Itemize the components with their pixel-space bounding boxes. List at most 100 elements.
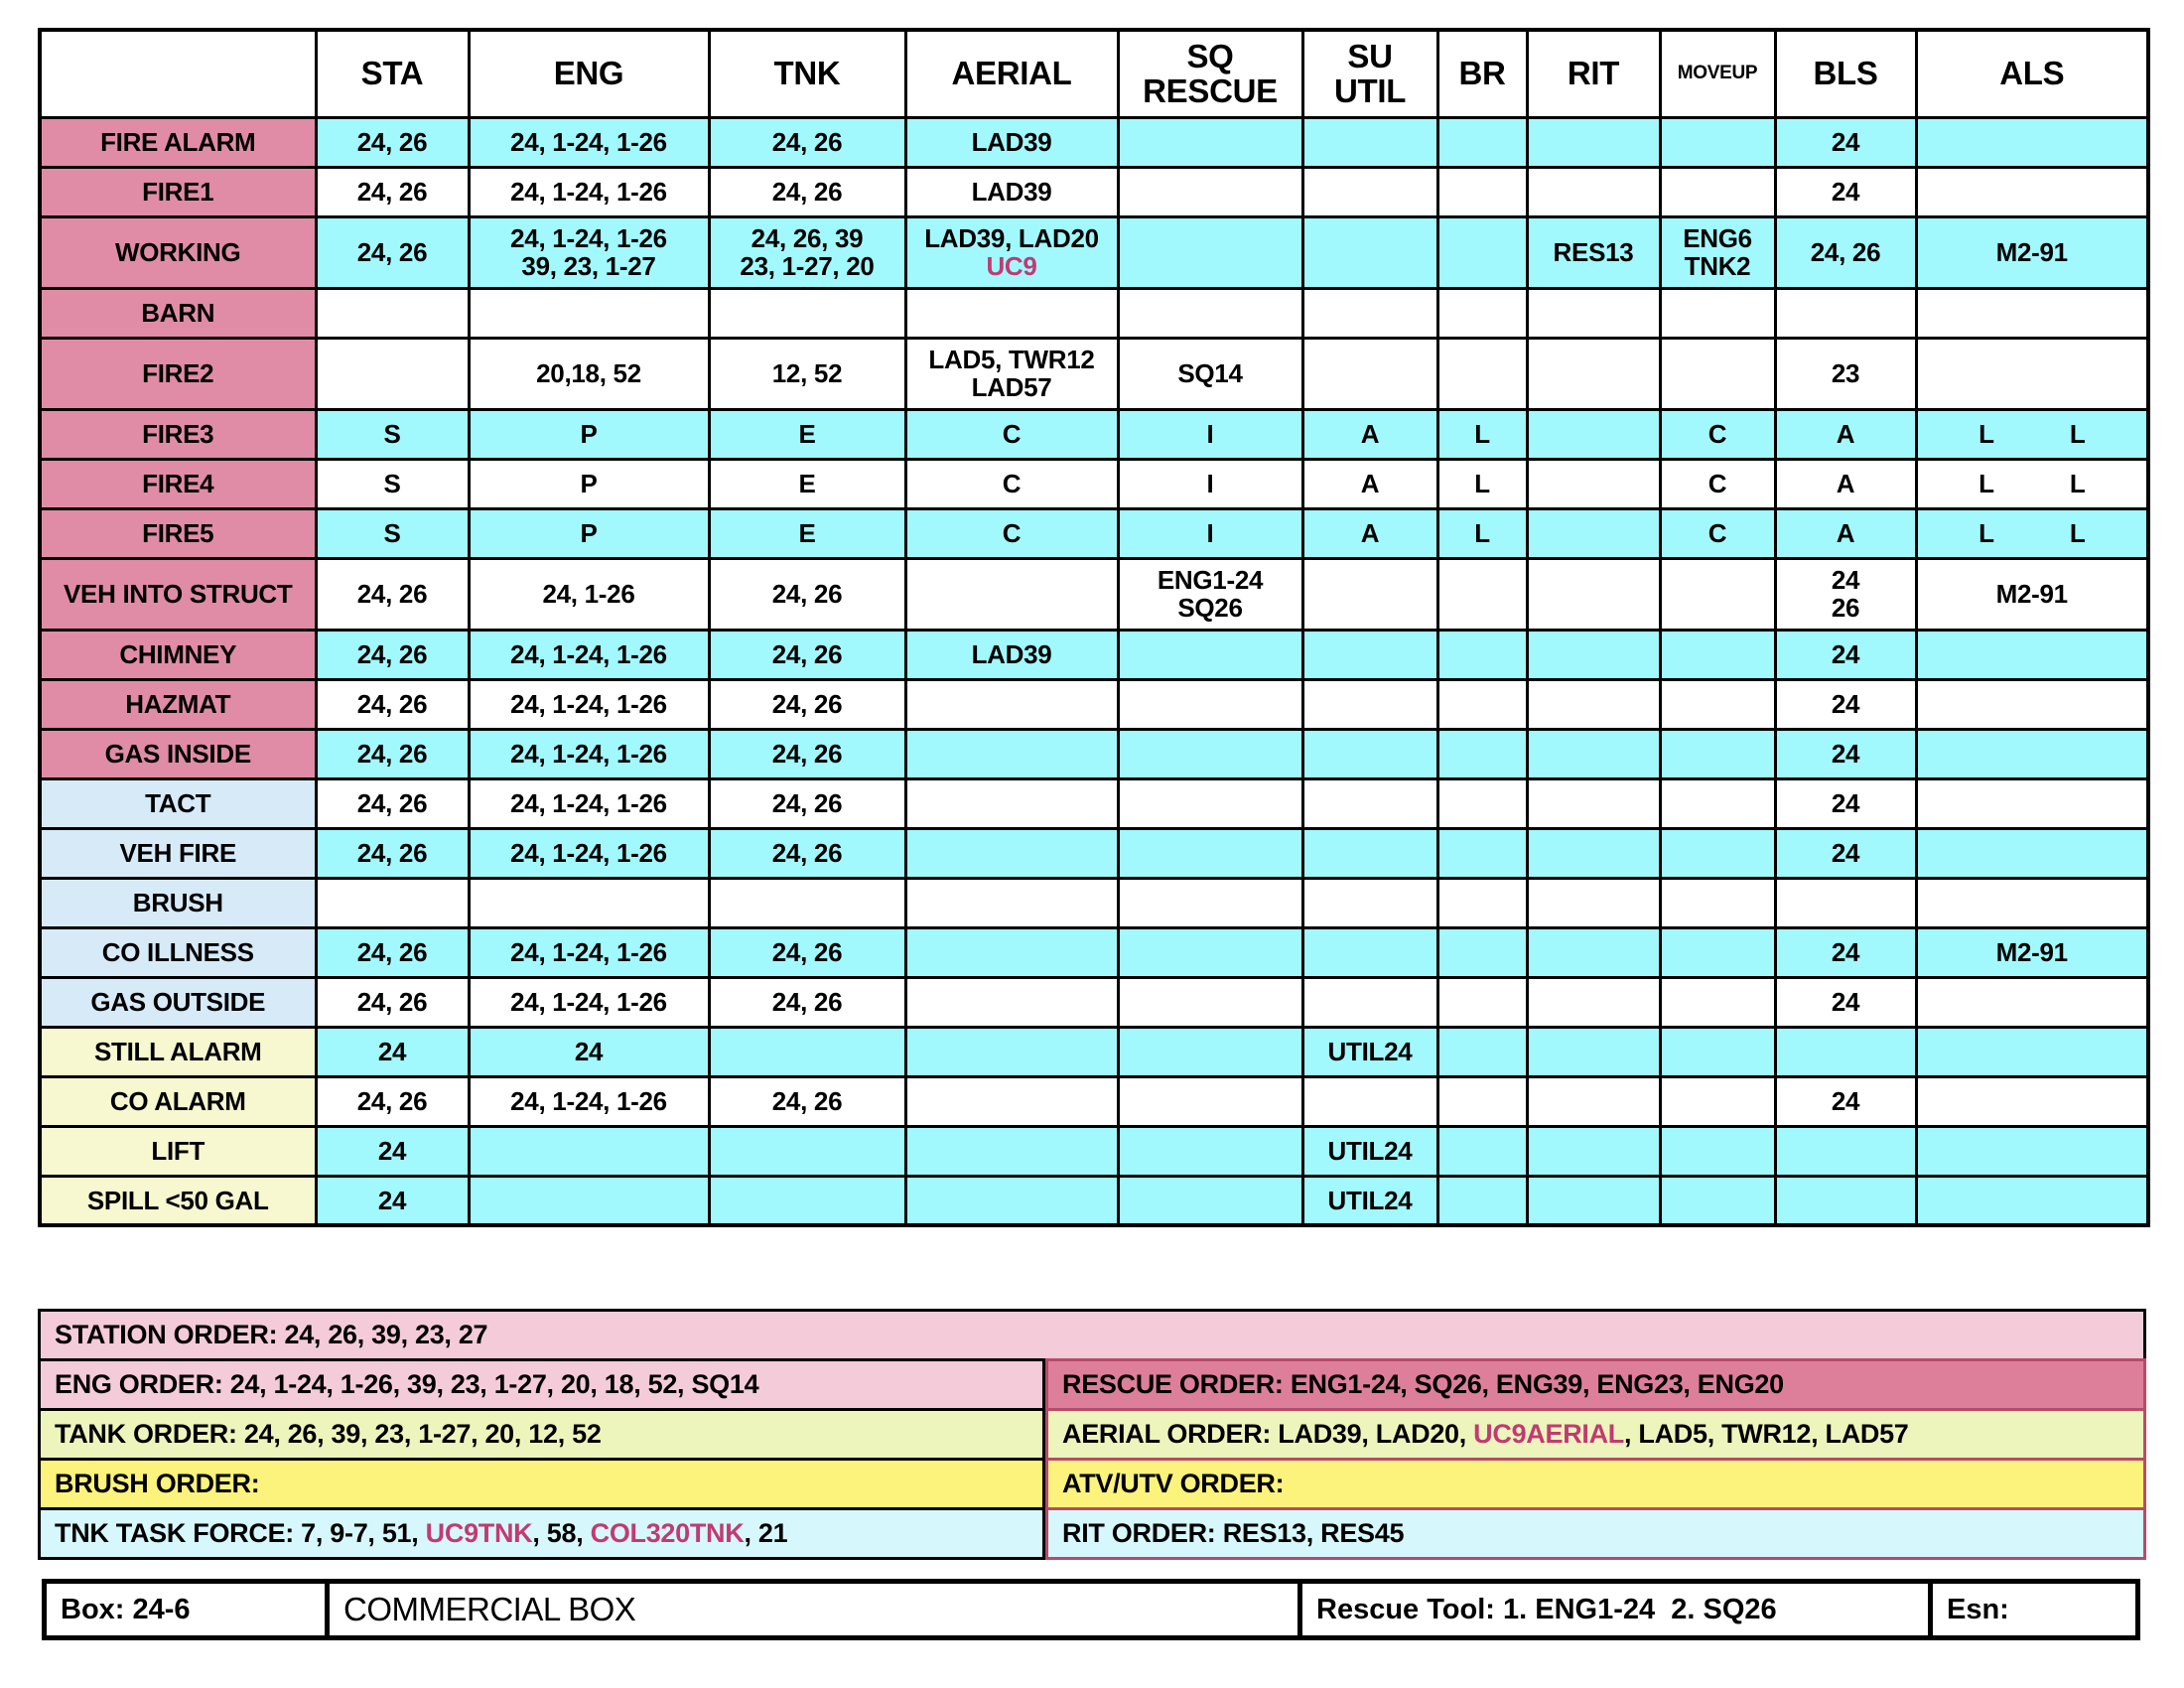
table-row-barn: BARN [38,286,2150,340]
table-row-fire3: FIRE3 S P E C I A L C A L L [38,407,2150,461]
cell-gas-inside-moveup [1658,727,1777,780]
cell-spill-50-gal-tnk [707,1174,907,1227]
cell-chimney-tnk: 24, 26 [707,628,907,681]
table-row-tact: TACT 24, 26 24, 1-24, 1-26 24, 26 24 [38,776,2150,830]
cell-veh-into-struct-rit [1525,556,1662,632]
cell-working-tnk: 24, 26, 39 23, 1-27, 20 [707,214,907,290]
cell-fire3-sta: S [314,407,471,461]
cell-still-alarm-sta: 24 [314,1025,471,1078]
cell-fire4-aerial: C [903,457,1120,510]
cell-barn-sta [314,286,471,340]
cell-gas-outside-tnk: 24, 26 [707,975,907,1029]
cell-working-als: M2-91 [1914,214,2150,290]
table-row-brush: BRUSH [38,876,2150,929]
cell-gas-outside-als [1914,975,2150,1029]
cell-fire1-bls: 24 [1773,165,1918,218]
cell-fire4-sq-rescue: I [1116,457,1304,510]
cell-brush-moveup [1658,876,1777,929]
cell-fire5-moveup: C [1658,506,1777,560]
cell-spill-50-gal-bls [1773,1174,1918,1227]
row-label-co-illness: CO ILLNESS [38,925,318,979]
cell-spill-50-gal-aerial [903,1174,1120,1227]
cell-fire4-su-util: A [1300,457,1439,510]
cell-lift-moveup [1658,1124,1777,1178]
cell-co-alarm-moveup [1658,1074,1777,1128]
cell-still-alarm-su-util: UTIL24 [1300,1025,1439,1078]
cell-veh-into-struct-su-util [1300,556,1439,632]
row-label-working: WORKING [38,214,318,290]
cell-chimney-bls: 24 [1773,628,1918,681]
cell-co-alarm-sta: 24, 26 [314,1074,471,1128]
table-row-fire1: FIRE1 24, 26 24, 1-24, 1-26 24, 26 LAD39 24 [38,165,2150,218]
cell-barn-als [1914,286,2150,340]
cell-co-illness-sq-rescue [1116,925,1304,979]
cell-gas-outside-sq-rescue [1116,975,1304,1029]
cell-fire1-br [1435,165,1529,218]
dispatch-orders: STATION ORDER: 24, 26, 39, 23, 27 ENG OR… [38,1309,2146,1560]
cell-gas-outside-su-util [1300,975,1439,1029]
cell-barn-eng [467,286,711,340]
cell-veh-into-struct-sta: 24, 26 [314,556,471,632]
cell-gas-outside-bls: 24 [1773,975,1918,1029]
cell-fire5-aerial: C [903,506,1120,560]
cell-still-alarm-tnk [707,1025,907,1078]
col-header-als: ALS [1914,28,2150,119]
cell-fire5-br: L [1435,506,1529,560]
cell-fire3-als: L L [1914,407,2150,461]
orders-right-column: RESCUE ORDER: ENG1-24, SQ26, ENG39, ENG2… [1045,1358,2146,1560]
cell-hazmat-bls: 24 [1773,677,1918,731]
cell-barn-tnk [707,286,907,340]
aerial-order: AERIAL ORDER: LAD39, LAD20, UC9AERIAL, L… [1045,1408,2146,1461]
cell-fire-alarm-bls: 24 [1773,115,1918,169]
cell-veh-into-struct-eng: 24, 1-26 [467,556,711,632]
cell-still-alarm-eng: 24 [467,1025,711,1078]
cell-fire3-su-util: A [1300,407,1439,461]
cell-fire5-tnk: E [707,506,907,560]
cell-hazmat-eng: 24, 1-24, 1-26 [467,677,711,731]
cell-lift-sq-rescue [1116,1124,1304,1178]
cell-tact-tnk: 24, 26 [707,776,907,830]
cell-working-su-util [1300,214,1439,290]
cell-tact-bls: 24 [1773,776,1918,830]
cell-hazmat-br [1435,677,1529,731]
cell-still-alarm-moveup [1658,1025,1777,1078]
cell-brush-sta [314,876,471,929]
rit-order: RIT ORDER: RES13, RES45 [1045,1507,2146,1560]
cell-veh-fire-bls: 24 [1773,826,1918,880]
cell-chimney-eng: 24, 1-24, 1-26 [467,628,711,681]
cell-co-alarm-sq-rescue [1116,1074,1304,1128]
cell-co-illness-su-util [1300,925,1439,979]
cell-co-illness-sta: 24, 26 [314,925,471,979]
cell-co-illness-eng: 24, 1-24, 1-26 [467,925,711,979]
cell-fire3-aerial: C [903,407,1120,461]
cell-fire1-sq-rescue [1116,165,1304,218]
cell-veh-fire-als [1914,826,2150,880]
cell-lift-sta: 24 [314,1124,471,1178]
cell-brush-su-util [1300,876,1439,929]
cell-co-illness-rit [1525,925,1662,979]
cell-fire4-rit [1525,457,1662,510]
table-row-co-illness: CO ILLNESS 24, 26 24, 1-24, 1-26 24, 26 24 M2… [38,925,2150,979]
cell-veh-fire-br [1435,826,1529,880]
cell-gas-inside-eng: 24, 1-24, 1-26 [467,727,711,780]
cell-hazmat-sta: 24, 26 [314,677,471,731]
row-label-gas-inside: GAS INSIDE [38,727,318,780]
cell-fire2-als [1914,336,2150,411]
row-label-fire1: FIRE1 [38,165,318,218]
cell-gas-inside-sq-rescue [1116,727,1304,780]
cell-veh-into-struct-bls: 24 26 [1773,556,1918,632]
rescue-tool-order: Rescue Tool: 1. ENG1-24 2. SQ26 [1297,1579,1933,1640]
cell-fire2-aerial: LAD5, TWR12 LAD57 [903,336,1120,411]
col-header-eng: ENG [467,28,711,119]
corner-cell [38,28,318,119]
cell-veh-into-struct-tnk: 24, 26 [707,556,907,632]
row-label-still-alarm: STILL ALARM [38,1025,318,1078]
cell-co-illness-moveup [1658,925,1777,979]
cell-working-br [1435,214,1529,290]
cell-co-alarm-eng: 24, 1-24, 1-26 [467,1074,711,1128]
table-row-fire2: FIRE2 20,18, 52 12, 52 LAD5, TWR12 LAD57 SQ1… [38,336,2150,411]
cell-working-eng: 24, 1-24, 1-26 39, 23, 1-27 [467,214,711,290]
footer-bar: Box: 24-6 COMMERCIAL BOX Rescue Tool: 1.… [42,1579,2140,1640]
cell-brush-rit [1525,876,1662,929]
cell-tact-als [1914,776,2150,830]
